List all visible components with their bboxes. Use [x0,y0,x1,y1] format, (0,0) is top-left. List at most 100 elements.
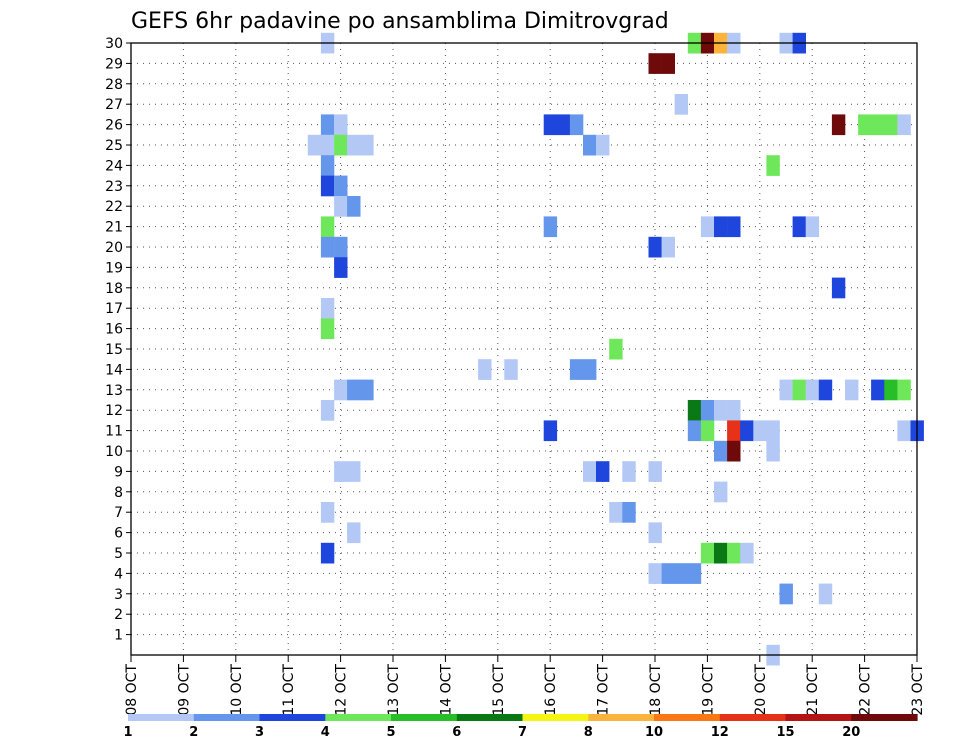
heatmap-cell [727,542,741,564]
colorbar-swatch [325,714,392,721]
heatmap-cell [831,277,846,299]
heatmap-cell [661,563,675,584]
heatmap-cell [320,216,335,238]
heatmap-cell [543,420,558,442]
heatmap-cell [320,400,335,421]
heatmap-cell [714,440,728,462]
x-tick-label: 23 OCT [910,664,926,716]
heatmap-cell [674,563,688,584]
x-tick-label: 09 OCT [176,664,192,716]
plot-frame [130,42,918,656]
heatmap-cell [687,400,702,421]
colorbar-label: 20 [842,725,860,740]
y-tick-label: 6 [114,526,123,542]
heatmap-cell [504,359,518,380]
heatmap-cell [320,114,335,136]
colorbar-swatch [391,714,458,721]
heatmap-cell [307,134,322,156]
heatmap-cell [700,400,715,421]
heatmap-cell [583,134,597,156]
heatmap-cell [727,400,741,421]
y-tick-label: 5 [114,546,123,562]
y-tick-label: 16 [105,322,123,338]
heatmap-cell [609,338,623,360]
heatmap-cell [727,440,741,462]
y-tick-label: 3 [114,587,123,603]
y-tick-label: 4 [114,566,123,582]
heatmap-cell [320,155,335,176]
y-tick-label: 10 [105,444,123,460]
heatmap-cell [320,542,335,564]
heatmap-cell [727,420,741,442]
colorbar-swatch [785,714,852,721]
y-tick-label: 2 [114,607,123,623]
heatmap-cell [674,94,688,115]
colorbar-swatch [851,714,918,721]
y-tick-label: 12 [105,403,123,419]
colorbar-swatch [719,714,787,721]
heatmap-cell [320,318,335,340]
heatmap-cell [622,502,636,523]
colorbar-label: 3 [255,725,264,740]
y-axis: 1234567891011121314151617181920212223242… [105,36,131,644]
colorbar-swatch [654,714,721,721]
colorbar-label: 2 [189,725,198,740]
y-tick-label: 14 [105,362,123,378]
colorbar-swatch [522,714,589,721]
heatmap-cell [648,53,662,74]
heatmap-cell [320,134,335,156]
heatmap-cell [740,420,754,442]
heatmap-cell [334,236,348,258]
colorbar-label: 6 [452,725,461,740]
heatmap-cell [569,359,584,380]
colorbar-label: 10 [645,725,663,740]
heatmap-cell [334,114,348,136]
colorbar-swatch [128,714,195,721]
colorbar-swatch [259,714,326,721]
heatmap-cell [805,379,820,401]
heatmap-cell [320,236,335,258]
y-tick-label: 8 [114,485,123,501]
y-tick-label: 21 [105,220,123,236]
heatmap-cell [714,542,728,564]
heatmap-cell [347,134,361,156]
colorbar-label: 5 [386,725,395,740]
heatmap-cell [897,420,911,442]
heatmap-cell [334,196,348,217]
x-tick-label: 12 OCT [334,664,350,716]
heatmap-cell [805,216,820,238]
heatmap-cell [714,400,728,421]
heatmap-cell [648,461,662,482]
heatmap-cell [700,216,715,238]
y-tick-label: 26 [105,118,123,134]
y-tick-label: 28 [105,77,123,93]
y-tick-label: 9 [114,464,123,480]
heatmap-cell [360,134,374,156]
heatmap-cell [347,461,361,482]
heatmap-cell [884,379,898,401]
heatmap-cell [727,216,741,238]
grid-lines [131,42,917,655]
heatmap-cell [766,420,780,442]
colorbar-label: 15 [776,725,794,740]
heatmap-cell [818,379,833,401]
heatmap-cell [831,114,846,136]
heatmap-cell [596,461,610,482]
colorbar-label: 8 [584,725,593,740]
x-tick-label: 08 OCT [124,664,140,716]
heatmap-cell [779,379,793,401]
heatmap-cell [661,53,675,74]
x-tick-label: 16 OCT [543,664,559,716]
heatmap-cell [700,542,715,564]
x-tick-label: 22 OCT [858,664,874,716]
colorbar: 1 2 3 4 5 6 7 8 10 12 15 20 [123,714,918,740]
y-tick-label: 17 [105,301,123,317]
x-tick-label: 13 OCT [386,664,402,716]
heatmap-cell [543,114,558,136]
heatmap-cell [583,359,597,380]
colorbar-swatch [588,714,655,721]
x-axis: 08 OCT 09 OCT 10 OCT 11 OCT 12 OCT 13 OCT 14 O… [124,655,926,716]
heatmap-cell [320,502,335,523]
colorbar-label: 12 [711,725,729,740]
heatmap-cell [347,522,361,544]
